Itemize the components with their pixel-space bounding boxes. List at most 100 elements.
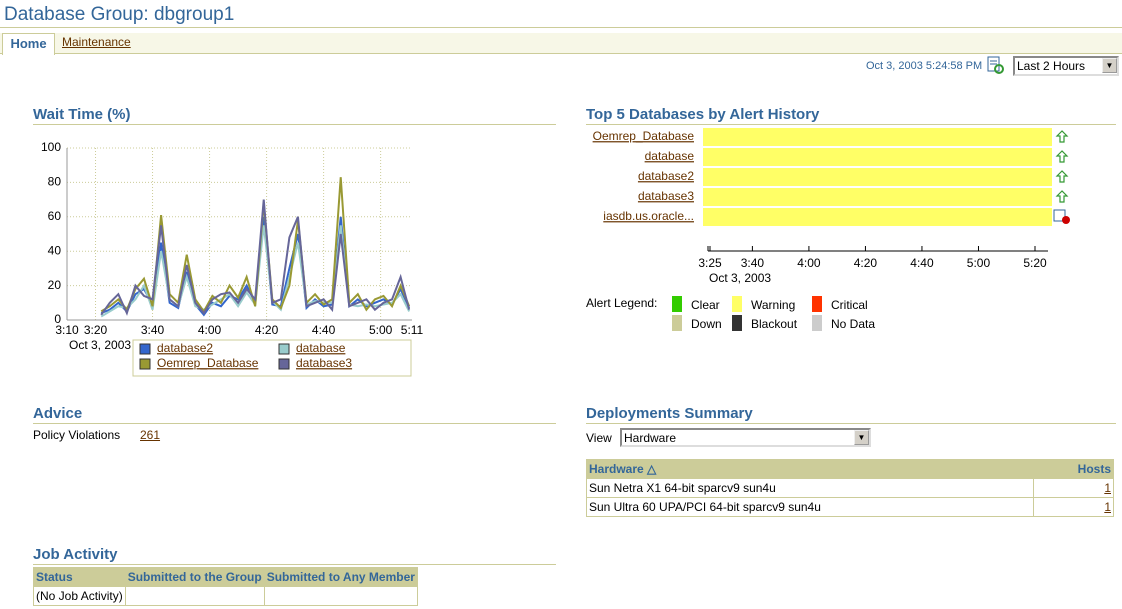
cell: Sun Ultra 60 UPA/PCI 64-bit sparcv9 sun4…: [586, 497, 1034, 517]
x-tick-label: 3:40: [141, 323, 165, 337]
cell: (No Job Activity): [33, 586, 126, 606]
cell[interactable]: 1: [1033, 497, 1114, 517]
status-bar: [703, 208, 1052, 226]
legend-swatch: [139, 358, 151, 370]
y-tick-label: 20: [48, 278, 62, 292]
legend-swatch: [139, 343, 151, 355]
x-tick-label: 4:00: [198, 323, 222, 337]
legend-label: No Data: [831, 317, 875, 331]
deployments-table: Hardware △ Hosts Sun Netra X1 64-bit sparc…: [586, 459, 1114, 517]
alert-icon: [1062, 216, 1070, 224]
x-tick-label: 5:00: [369, 323, 393, 337]
legend-label[interactable]: Oemrep_Database: [157, 356, 259, 370]
view-select[interactable]: Hardware ▼: [620, 428, 871, 447]
db-link[interactable]: Oemrep_Database: [593, 129, 695, 143]
y-tick-label: 60: [48, 209, 62, 223]
section-title: Wait Time (%): [33, 106, 556, 125]
y-tick-label: 100: [41, 140, 61, 154]
legend-swatch: [672, 315, 682, 331]
db-link[interactable]: iasdb.us.oracle...: [603, 209, 694, 223]
status-bar: [703, 168, 1052, 186]
status-bar: [703, 188, 1052, 206]
x-date-label: Oct 3, 2003: [69, 338, 131, 352]
jobs-table: Status Submitted to the Group Submitted to…: [33, 567, 418, 606]
status-bar: [703, 148, 1052, 166]
advice-value[interactable]: 261: [140, 428, 161, 442]
header-row: Hardware △ Hosts: [586, 459, 1114, 479]
db-link[interactable]: database: [645, 149, 695, 163]
legend-box: [132, 339, 412, 377]
column-header: Submitted to Any Member: [263, 567, 418, 587]
section-title: Advice: [33, 405, 556, 424]
legend-swatch: [732, 296, 742, 312]
legend-label[interactable]: database: [296, 341, 346, 355]
x-date-label: Oct 3, 2003: [709, 271, 771, 285]
column-header: Submitted to the Group: [124, 567, 265, 587]
line-series: [100, 199, 411, 316]
trend-icon: [1055, 170, 1069, 183]
x-tick-label: 4:40: [312, 323, 336, 337]
column-header: Hosts: [1033, 459, 1114, 479]
legend-label[interactable]: database2: [157, 341, 213, 355]
x-tick-label: 3:20: [84, 323, 108, 337]
legend-swatch: [812, 315, 822, 331]
page-title: Database Group: dbgroup1: [4, 4, 235, 25]
legend-title: Alert Legend:: [586, 296, 657, 310]
row: Sun Netra X1 64-bit sparcv9 sun4u 1: [586, 478, 1114, 498]
tab-bar: [0, 33, 1122, 54]
x-tick-label: 4:20: [255, 323, 279, 337]
advice-label: Policy Violations: [33, 428, 121, 442]
refresh-icon[interactable]: [986, 56, 1004, 74]
y-tick-label: 80: [48, 175, 62, 189]
legend-label: Blackout: [751, 317, 798, 331]
column-header-text[interactable]: Hosts: [1077, 462, 1111, 476]
period-select[interactable]: Last 2 Hours ▼: [1013, 56, 1119, 76]
x-tick-label: 3:40: [741, 256, 765, 270]
legend-swatch: [278, 358, 290, 370]
x-tick-label: 4:00: [797, 256, 821, 270]
legend-label[interactable]: database3: [296, 356, 352, 370]
header-row: Status Submitted to the Group Submitted to…: [33, 567, 418, 587]
legend-swatch: [672, 296, 682, 312]
x-tick-label: 4:40: [910, 256, 934, 270]
cell: Sun Netra X1 64-bit sparcv9 sun4u: [586, 478, 1034, 498]
y-tick-label: 0: [54, 312, 61, 326]
tab[interactable]: Home: [2, 33, 55, 55]
column-header-text[interactable]: Hardware: [589, 462, 644, 476]
db-link[interactable]: database3: [638, 189, 694, 203]
legend-swatch: [812, 296, 822, 312]
legend-swatch: [732, 315, 742, 331]
x-tick-label: 5:20: [1023, 256, 1047, 270]
section-title: Top 5 Databases by Alert History: [586, 106, 1116, 125]
period-value: Last 2 Hours: [1017, 59, 1086, 73]
legend-label: Critical: [831, 298, 868, 312]
view-value: Hardware: [624, 431, 677, 445]
title-rule: [0, 27, 1122, 28]
legend-label: Down: [691, 317, 722, 331]
status-bar: [703, 128, 1052, 146]
db-link[interactable]: database2: [638, 169, 694, 183]
x-tick-label: 3:25: [698, 256, 722, 270]
view-label: View: [586, 431, 612, 445]
x-tick-label: 4:20: [854, 256, 878, 270]
alert-icon: [1053, 209, 1066, 222]
legend-label: Clear: [691, 298, 720, 312]
cell: [263, 586, 418, 606]
trend-icon: [1055, 190, 1069, 203]
row: Sun Ultra 60 UPA/PCI 64-bit sparcv9 sun4…: [586, 497, 1114, 517]
x-tick-label: 5:11: [401, 323, 424, 337]
trend-icon: [1055, 150, 1069, 163]
trend-icon: [1055, 130, 1069, 143]
timestamp: Oct 3, 2003 5:24:58 PM: [866, 60, 983, 72]
y-tick-label: 40: [48, 243, 62, 257]
x-tick-label: 5:00: [967, 256, 991, 270]
legend-label: Warning: [751, 298, 795, 312]
line-series: [100, 177, 411, 314]
row: (No Job Activity): [33, 586, 418, 606]
x-tick-label: 3:10: [55, 323, 79, 337]
tab[interactable]: Maintenance: [62, 35, 131, 49]
cell: [124, 586, 265, 606]
cell[interactable]: 1: [1033, 478, 1114, 498]
